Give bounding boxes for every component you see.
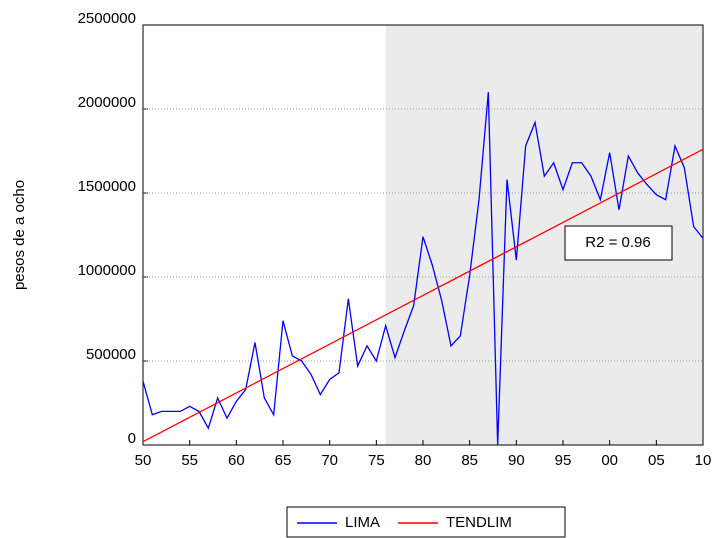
y-axis-label: pesos de a ocho [11,180,28,290]
legend-label: TENDLIM [446,514,512,531]
x-tick-label: 55 [181,452,198,469]
x-tick-label: 70 [321,452,338,469]
y-tick-label: 2500000 [78,10,136,27]
legend-box [286,506,566,538]
x-tick-label: 00 [601,452,618,469]
y-tick-label: 500000 [86,346,136,363]
x-tick-label: 50 [135,452,152,469]
x-tick-label: 05 [648,452,665,469]
x-tick-label: 80 [415,452,432,469]
x-tick-label: 65 [275,452,292,469]
line-series [142,92,704,446]
annotation-box [564,225,673,261]
x-tick-label: 95 [555,452,572,469]
line-series [142,148,704,443]
y-tick-label: 1500000 [78,178,136,195]
plot-frame [142,24,704,446]
legend-label: LIMA [345,514,380,531]
x-tick-label: 85 [461,452,478,469]
y-tick-label: 0 [128,430,136,447]
x-tick-label: 10 [695,452,712,469]
y-tick-label: 2000000 [78,94,136,111]
annotation: R2 = 0.96 [585,234,650,251]
y-tick-label: 1000000 [78,262,136,279]
x-tick-label: 75 [368,452,385,469]
x-tick-label: 60 [228,452,245,469]
x-tick-label: 90 [508,452,525,469]
